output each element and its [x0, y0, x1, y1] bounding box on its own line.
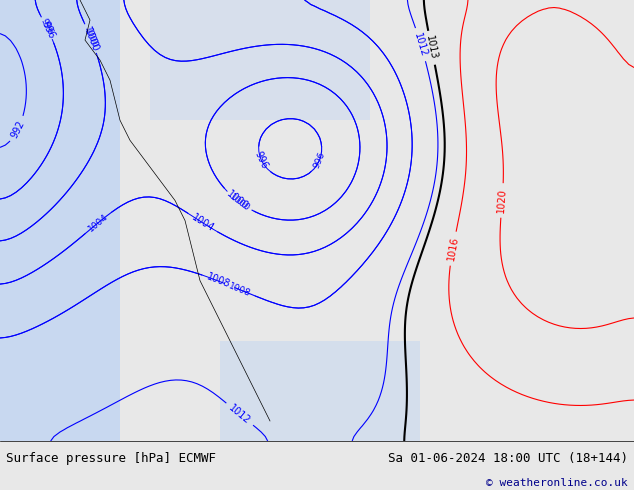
Text: 1000: 1000: [224, 189, 250, 212]
Text: 1000: 1000: [228, 192, 252, 213]
Text: 1016: 1016: [446, 236, 460, 262]
Text: 1004: 1004: [87, 212, 110, 233]
Text: Surface pressure [hPa] ECMWF: Surface pressure [hPa] ECMWF: [6, 452, 216, 465]
Text: 1008: 1008: [228, 281, 252, 298]
FancyBboxPatch shape: [150, 0, 370, 120]
Text: 1013: 1013: [424, 35, 439, 61]
Text: 996: 996: [39, 17, 55, 36]
Text: © weatheronline.co.uk: © weatheronline.co.uk: [486, 478, 628, 488]
Text: Sa 01-06-2024 18:00 UTC (18+144): Sa 01-06-2024 18:00 UTC (18+144): [387, 452, 628, 465]
Text: 1012: 1012: [413, 31, 429, 58]
Text: 1008: 1008: [205, 272, 231, 290]
Text: 996: 996: [39, 20, 56, 40]
Text: 996: 996: [253, 150, 270, 171]
Text: 1000: 1000: [82, 27, 101, 53]
Text: 1020: 1020: [496, 188, 508, 213]
Text: 992: 992: [10, 119, 27, 140]
Text: 1000: 1000: [82, 25, 99, 50]
Text: 1012: 1012: [227, 403, 252, 426]
FancyBboxPatch shape: [0, 0, 120, 441]
FancyBboxPatch shape: [220, 341, 420, 441]
Text: 1004: 1004: [190, 212, 216, 234]
Text: 996: 996: [312, 150, 327, 170]
